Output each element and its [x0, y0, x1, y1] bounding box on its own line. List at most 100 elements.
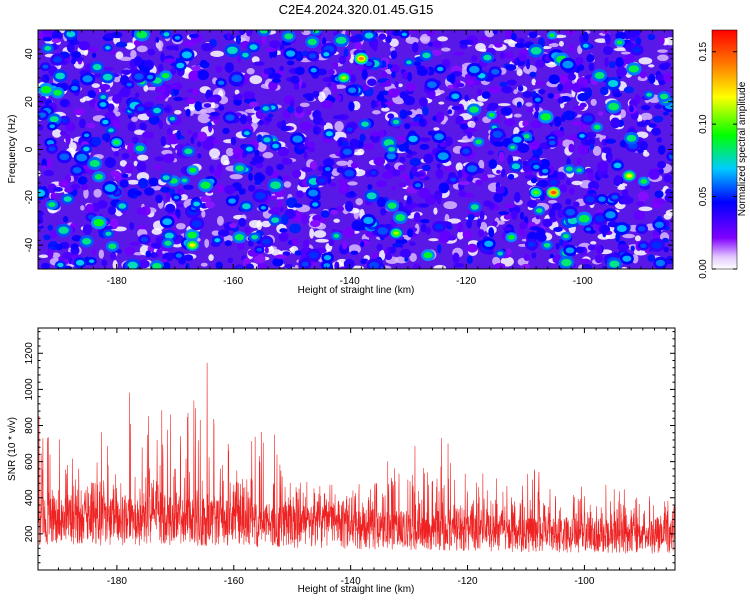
- speckle: [226, 32, 231, 40]
- speckle-core: [140, 236, 149, 242]
- speckle: [131, 136, 139, 143]
- speckle: [449, 73, 456, 85]
- spectral-peak: [393, 231, 399, 235]
- speckle: [87, 90, 97, 99]
- speckle-core: [595, 215, 606, 223]
- speckle-gap: [525, 102, 533, 107]
- speckle: [530, 177, 538, 184]
- spectral-peak: [626, 174, 633, 178]
- x-tick-label: -140: [340, 276, 360, 287]
- speckle-gap: [433, 127, 440, 131]
- speckle: [432, 40, 443, 48]
- speckle: [242, 73, 250, 85]
- speckle-core: [83, 146, 90, 152]
- speckle: [567, 73, 576, 81]
- speckle: [582, 31, 589, 43]
- speckle: [248, 101, 259, 108]
- speckle: [624, 54, 635, 65]
- speckle: [58, 180, 70, 188]
- spectral-peak: [341, 76, 347, 80]
- speckle-gap: [68, 141, 77, 152]
- speckle: [299, 121, 312, 131]
- speckle: [519, 211, 525, 221]
- speckle: [466, 243, 478, 253]
- speckle: [43, 234, 52, 240]
- spectrogram-axes: -180 -160 -140 -120 -100 -40 -20 0 20 40: [24, 29, 673, 287]
- speckle: [647, 33, 656, 41]
- speckle: [413, 211, 421, 223]
- speckle: [197, 141, 202, 148]
- speckle: [350, 162, 359, 169]
- speckle: [648, 123, 657, 128]
- colorbar-gradient: [712, 30, 737, 269]
- speckle: [239, 114, 248, 125]
- speckle: [589, 143, 595, 150]
- speckle: [62, 251, 74, 260]
- speckle: [548, 207, 556, 219]
- speckle: [513, 58, 519, 66]
- speckle: [155, 85, 167, 94]
- speckle-gap: [119, 56, 133, 62]
- speckle: [235, 34, 241, 45]
- speckle-core: [668, 153, 673, 160]
- speckle: [302, 239, 310, 250]
- speckle-core: [608, 79, 619, 88]
- speckle-core: [469, 106, 479, 113]
- colorbar-ticks: 0.00 0.05 0.10 0.15: [698, 29, 738, 279]
- speckle-gap: [334, 84, 347, 89]
- speckle: [615, 56, 625, 68]
- speckle: [224, 62, 235, 73]
- speckle-core: [181, 51, 192, 59]
- speckle-core: [127, 261, 138, 269]
- speckle-core: [363, 216, 374, 225]
- speckle: [148, 177, 159, 187]
- speckle: [601, 265, 607, 269]
- speckle-gap: [478, 159, 485, 170]
- speckle-core: [640, 243, 647, 249]
- speckle-core: [408, 135, 418, 143]
- speckle-core: [387, 202, 397, 209]
- speckle: [78, 40, 90, 51]
- speckle: [406, 110, 413, 116]
- speckle: [138, 177, 149, 189]
- speckle-gap: [210, 102, 216, 109]
- speckle-core: [108, 128, 114, 133]
- speckle-core: [576, 168, 583, 173]
- speckle: [629, 105, 634, 113]
- speckle: [71, 235, 82, 242]
- speckle-core: [542, 168, 549, 174]
- speckle-core: [660, 93, 669, 100]
- speckle: [332, 115, 345, 120]
- speckle: [413, 171, 425, 178]
- speckle: [504, 118, 516, 127]
- speckle: [549, 253, 554, 259]
- speckle: [185, 263, 190, 269]
- speckle: [45, 157, 53, 169]
- speckle: [663, 173, 673, 183]
- speckle: [475, 179, 483, 186]
- speckle-core: [72, 167, 82, 174]
- speckle: [425, 227, 432, 235]
- speckle-gap: [663, 213, 672, 220]
- speckle: [269, 195, 278, 200]
- speckle-core: [565, 208, 576, 216]
- speckle: [43, 170, 55, 177]
- speckle-gap: [209, 148, 221, 159]
- speckle: [244, 226, 251, 234]
- speckle-core: [82, 75, 93, 83]
- speckle: [91, 136, 102, 146]
- speckle: [367, 78, 377, 87]
- speckle: [155, 36, 160, 43]
- speckle-gap: [131, 116, 138, 122]
- speckle: [376, 196, 386, 208]
- colorbar: 0.00 0.05 0.10 0.15 Normalized spectral amp…: [698, 29, 748, 279]
- speckle: [386, 30, 394, 36]
- speckle: [186, 97, 197, 105]
- colorbar-label: Normalized spectral amplitude: [737, 81, 748, 216]
- speckle-core: [173, 195, 180, 200]
- snr-series-line: [38, 362, 675, 554]
- speckle-core: [189, 167, 197, 173]
- speckle: [496, 169, 501, 174]
- speckle: [121, 152, 130, 160]
- speckle: [279, 228, 288, 233]
